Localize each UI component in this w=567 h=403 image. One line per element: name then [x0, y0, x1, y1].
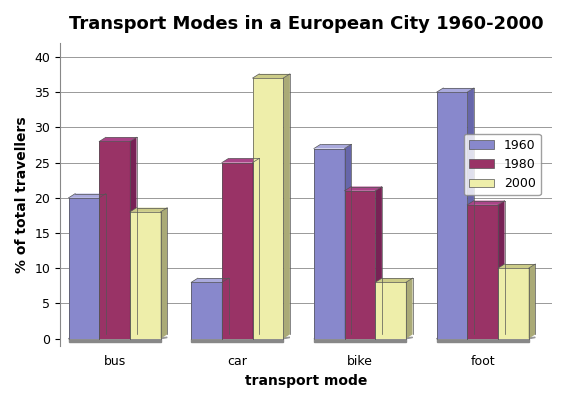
Polygon shape: [222, 278, 229, 339]
Bar: [252, 78, 283, 339]
Polygon shape: [69, 339, 160, 342]
Polygon shape: [99, 193, 106, 339]
Bar: [345, 191, 375, 339]
Legend: 1960, 1980, 2000: 1960, 1980, 2000: [464, 134, 541, 195]
X-axis label: transport mode: transport mode: [245, 374, 367, 388]
Polygon shape: [283, 74, 290, 339]
Polygon shape: [314, 144, 351, 149]
Polygon shape: [467, 201, 505, 205]
Bar: [99, 141, 130, 339]
Polygon shape: [498, 201, 505, 339]
Bar: [130, 212, 160, 339]
Polygon shape: [437, 339, 528, 342]
Polygon shape: [498, 264, 535, 268]
Polygon shape: [437, 88, 474, 92]
Polygon shape: [467, 88, 474, 339]
Bar: [375, 283, 406, 339]
Bar: [222, 163, 252, 339]
Polygon shape: [191, 337, 290, 339]
Polygon shape: [437, 337, 535, 339]
Polygon shape: [406, 278, 413, 339]
Title: Transport Modes in a European City 1960-2000: Transport Modes in a European City 1960-…: [69, 15, 543, 33]
Polygon shape: [130, 208, 167, 212]
Bar: [69, 198, 99, 339]
Polygon shape: [69, 193, 106, 198]
Bar: [191, 283, 222, 339]
Bar: [314, 149, 345, 339]
Polygon shape: [314, 337, 413, 339]
Polygon shape: [252, 158, 259, 339]
Bar: [467, 205, 498, 339]
Polygon shape: [130, 137, 137, 339]
Polygon shape: [160, 208, 167, 339]
Polygon shape: [99, 137, 137, 141]
Polygon shape: [528, 264, 535, 339]
Bar: [498, 268, 528, 339]
Polygon shape: [69, 337, 167, 339]
Polygon shape: [191, 278, 229, 283]
Polygon shape: [345, 144, 351, 339]
Polygon shape: [191, 339, 283, 342]
Polygon shape: [375, 187, 382, 339]
Polygon shape: [375, 278, 413, 283]
Polygon shape: [252, 74, 290, 78]
Bar: [437, 92, 467, 339]
Polygon shape: [314, 339, 406, 342]
Polygon shape: [345, 187, 382, 191]
Y-axis label: % of total travellers: % of total travellers: [15, 116, 29, 272]
Polygon shape: [222, 158, 259, 163]
